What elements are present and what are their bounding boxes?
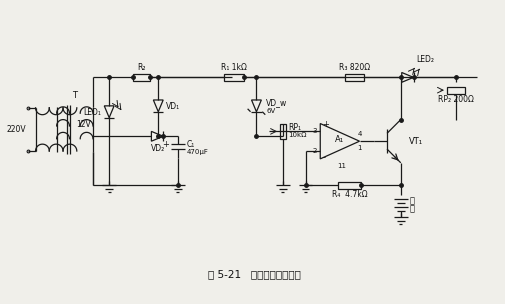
Bar	[224, 74, 243, 81]
Text: R₂: R₂	[137, 64, 145, 72]
Text: 3: 3	[312, 128, 317, 134]
Bar	[337, 182, 361, 189]
Text: VD₁: VD₁	[166, 102, 180, 111]
Text: 220V: 220V	[6, 125, 26, 134]
Text: A₁: A₁	[335, 135, 344, 144]
Text: 6V: 6V	[266, 108, 275, 114]
Text: +: +	[162, 140, 169, 149]
Text: R₄  4.7kΩ: R₄ 4.7kΩ	[331, 190, 367, 199]
Bar	[344, 74, 364, 81]
Text: -: -	[322, 153, 325, 162]
Text: 1: 1	[357, 145, 362, 151]
Text: VT₁: VT₁	[408, 137, 422, 146]
Text: T: T	[72, 91, 77, 100]
Text: 2: 2	[312, 148, 317, 154]
Bar	[132, 74, 150, 81]
Text: LED₁: LED₁	[83, 108, 101, 117]
Bar	[279, 123, 286, 139]
Text: 4: 4	[357, 131, 361, 137]
Text: R₁ 1kΩ: R₁ 1kΩ	[221, 64, 246, 72]
Text: RP₂ 200Ω: RP₂ 200Ω	[437, 95, 473, 104]
Text: 12V: 12V	[76, 120, 91, 129]
Text: VD₂: VD₂	[151, 144, 165, 153]
Text: 电: 电	[409, 197, 414, 206]
Text: 10kΩ: 10kΩ	[287, 132, 306, 138]
Text: VD_w: VD_w	[266, 98, 287, 107]
Text: C₁: C₁	[186, 140, 194, 149]
Text: 470μF: 470μF	[186, 149, 208, 155]
Text: 图 5-21   全自动充电器电路: 图 5-21 全自动充电器电路	[208, 269, 300, 279]
Text: LED₂: LED₂	[416, 55, 434, 64]
Text: R₃ 820Ω: R₃ 820Ω	[338, 64, 370, 72]
Text: +: +	[322, 120, 328, 130]
Text: 池: 池	[409, 205, 414, 213]
Text: RP₁: RP₁	[287, 123, 300, 132]
Text: 11: 11	[337, 163, 345, 169]
Bar	[446, 87, 464, 94]
